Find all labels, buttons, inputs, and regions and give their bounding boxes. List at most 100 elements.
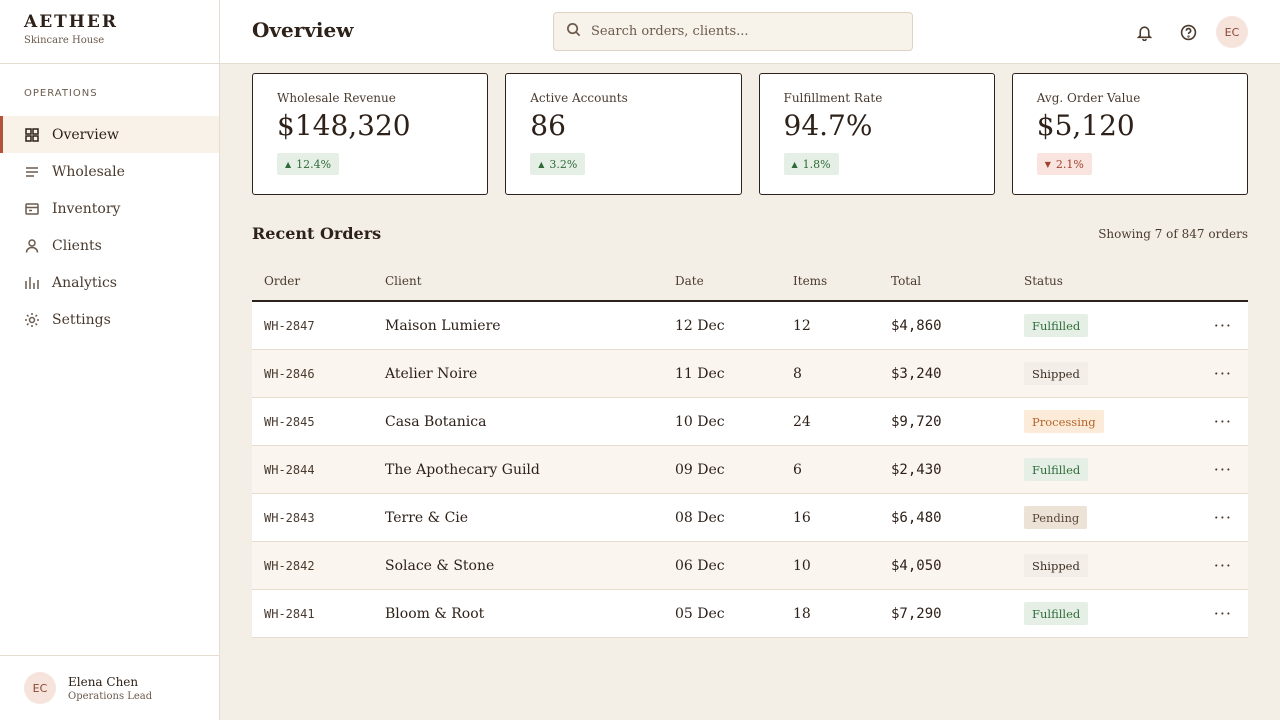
- sidebar: AETHER Skincare House OPERATIONS Overvie…: [0, 0, 220, 720]
- sidebar-item-analytics[interactable]: Analytics: [0, 264, 219, 301]
- search-input[interactable]: [591, 24, 891, 39]
- change-value: 12.4%: [296, 157, 332, 171]
- more-actions-icon[interactable]: ···: [1213, 411, 1232, 431]
- table-row[interactable]: WH-2844 The Apothecary Guild 09 Dec 6 $2…: [252, 446, 1248, 494]
- user-profile[interactable]: EC Elena Chen Operations Lead: [0, 655, 219, 720]
- change-badge: ▲ 3.2%: [530, 153, 586, 175]
- order-id: WH-2841: [264, 606, 315, 621]
- page-title: Overview: [252, 18, 354, 42]
- user-icon: [24, 238, 40, 254]
- user-role: Operations Lead: [68, 690, 153, 702]
- status-badge: Fulfilled: [1024, 314, 1089, 337]
- order-id: WH-2846: [264, 366, 315, 381]
- order-date: 11 Dec: [675, 365, 725, 382]
- bar-chart-icon: [24, 275, 40, 291]
- box-icon: [24, 201, 40, 217]
- order-items: 8: [793, 365, 802, 382]
- client-name: Bloom & Root: [385, 605, 485, 622]
- sidebar-nav: Overview Wholesale Inventory Clients Ana…: [0, 116, 219, 338]
- sidebar-item-label: Wholesale: [52, 163, 125, 180]
- order-items: 16: [793, 509, 811, 526]
- brand-subtitle: Skincare House: [24, 35, 105, 46]
- help-icon[interactable]: [1178, 22, 1198, 42]
- orders-table: Order Client Date Items Total Status WH-…: [252, 262, 1248, 638]
- nav-section-label: OPERATIONS: [24, 88, 98, 99]
- arrow-up-icon: ▲: [285, 159, 292, 169]
- search-box[interactable]: [553, 12, 913, 51]
- order-total: $3,240: [891, 365, 942, 382]
- sidebar-item-inventory[interactable]: Inventory: [0, 190, 219, 227]
- more-actions-icon[interactable]: ···: [1213, 603, 1232, 623]
- order-items: 24: [793, 413, 811, 430]
- stat-label: Active Accounts: [530, 91, 628, 105]
- column-header-client[interactable]: Client: [385, 274, 422, 288]
- more-actions-icon[interactable]: ···: [1213, 363, 1232, 383]
- change-badge: ▼ 2.1%: [1036, 153, 1092, 175]
- column-header-order[interactable]: Order: [264, 274, 301, 288]
- table-row[interactable]: WH-2847 Maison Lumiere 12 Dec 12 $4,860 …: [252, 302, 1248, 350]
- client-name: Maison Lumiere: [385, 317, 501, 334]
- stat-card-fulfillment[interactable]: Fulfillment Rate 94.7% ▲ 1.8%: [758, 73, 995, 195]
- order-total: $4,860: [891, 317, 942, 334]
- sidebar-item-settings[interactable]: Settings: [0, 301, 219, 338]
- more-actions-icon[interactable]: ···: [1213, 315, 1232, 335]
- order-total: $2,430: [891, 461, 942, 478]
- user-name: Elena Chen: [68, 674, 139, 689]
- brand[interactable]: AETHER Skincare House: [0, 0, 219, 64]
- client-name: Terre & Cie: [385, 509, 469, 526]
- table-row[interactable]: WH-2843 Terre & Cie 08 Dec 16 $6,480 Pen…: [252, 494, 1248, 542]
- gear-icon: [24, 312, 40, 328]
- top-header: Overview EC: [220, 0, 1280, 64]
- sidebar-item-label: Inventory: [52, 200, 121, 217]
- order-id: WH-2844: [264, 462, 315, 477]
- list-icon: [24, 164, 40, 180]
- sidebar-item-label: Settings: [52, 311, 111, 328]
- status-badge: Processing: [1024, 410, 1104, 433]
- status-badge: Fulfilled: [1024, 602, 1089, 625]
- stat-label: Avg. Order Value: [1036, 91, 1141, 105]
- order-id: WH-2843: [264, 510, 315, 525]
- column-header-items[interactable]: Items: [793, 274, 828, 288]
- bell-icon[interactable]: [1134, 22, 1154, 42]
- order-items: 6: [793, 461, 802, 478]
- order-id: WH-2847: [264, 318, 315, 333]
- column-header-total[interactable]: Total: [891, 274, 922, 288]
- table-row[interactable]: WH-2842 Solace & Stone 06 Dec 10 $4,050 …: [252, 542, 1248, 590]
- sidebar-item-clients[interactable]: Clients: [0, 227, 219, 264]
- stat-cards: Wholesale Revenue $148,320 ▲ 12.4% Active…: [252, 73, 1248, 195]
- more-actions-icon[interactable]: ···: [1213, 507, 1232, 527]
- order-date: 08 Dec: [675, 509, 725, 526]
- stat-card-revenue[interactable]: Wholesale Revenue $148,320 ▲ 12.4%: [252, 73, 489, 195]
- table-header: Order Client Date Items Total Status: [252, 262, 1248, 302]
- column-header-date[interactable]: Date: [675, 274, 704, 288]
- orders-count: Showing 7 of 847 orders: [1098, 227, 1248, 241]
- table-row[interactable]: WH-2845 Casa Botanica 10 Dec 24 $9,720 P…: [252, 398, 1248, 446]
- order-total: $9,720: [891, 413, 942, 430]
- sidebar-item-overview[interactable]: Overview: [0, 116, 219, 153]
- more-actions-icon[interactable]: ···: [1213, 555, 1232, 575]
- arrow-up-icon: ▲: [538, 159, 545, 169]
- sidebar-item-wholesale[interactable]: Wholesale: [0, 153, 219, 190]
- change-value: 3.2%: [549, 157, 578, 171]
- more-actions-icon[interactable]: ···: [1213, 459, 1232, 479]
- table-row[interactable]: WH-2846 Atelier Noire 11 Dec 8 $3,240 Sh…: [252, 350, 1248, 398]
- order-date: 06 Dec: [675, 557, 725, 574]
- arrow-up-icon: ▲: [791, 159, 798, 169]
- status-badge: Fulfilled: [1024, 458, 1089, 481]
- header-avatar[interactable]: EC: [1216, 16, 1248, 48]
- order-id: WH-2842: [264, 558, 315, 573]
- status-badge: Pending: [1024, 506, 1088, 529]
- status-badge: Shipped: [1024, 554, 1088, 577]
- stat-card-accounts[interactable]: Active Accounts 86 ▲ 3.2%: [505, 73, 742, 195]
- change-value: 2.1%: [1055, 157, 1084, 171]
- table-row[interactable]: WH-2841 Bloom & Root 05 Dec 18 $7,290 Fu…: [252, 590, 1248, 638]
- order-date: 05 Dec: [675, 605, 725, 622]
- stat-card-order-value[interactable]: Avg. Order Value $5,120 ▼ 2.1%: [1011, 73, 1248, 195]
- arrow-down-icon: ▼: [1044, 159, 1051, 169]
- brand-name: AETHER: [24, 12, 118, 32]
- order-items: 10: [793, 557, 811, 574]
- stat-value: $5,120: [1036, 109, 1135, 142]
- stat-label: Fulfillment Rate: [783, 91, 883, 105]
- column-header-status[interactable]: Status: [1024, 274, 1063, 288]
- change-badge: ▲ 1.8%: [783, 153, 839, 175]
